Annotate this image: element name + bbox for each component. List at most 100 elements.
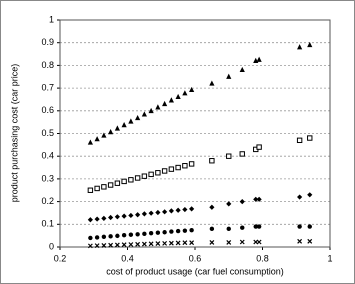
point [87,187,94,193]
point [168,208,174,214]
point [209,240,215,245]
y-tick-label: 0.7 [41,82,54,92]
point [256,144,262,150]
point [168,240,174,246]
point [108,129,114,135]
point [135,212,141,218]
point [161,168,168,174]
point [253,224,258,229]
point [239,66,245,73]
point [142,231,147,237]
point [121,213,127,219]
point [189,228,194,233]
point [175,228,181,234]
point [101,242,107,248]
point [240,225,245,230]
point [189,86,195,93]
point [101,234,107,239]
point [121,242,127,248]
point [162,100,168,107]
point [135,114,141,121]
point [182,206,188,213]
x-tick-label: 0.2 [54,253,67,263]
point [226,226,231,232]
point [162,230,167,235]
point [107,182,114,188]
point [94,185,100,192]
y-tick-label: 0.5 [41,128,54,138]
plot-area [59,19,331,248]
point [182,163,188,169]
point [182,228,188,233]
point [307,238,313,244]
point [226,153,232,159]
point [101,132,107,138]
point [297,44,303,50]
point [168,97,174,103]
point [108,234,113,239]
point [209,204,215,210]
point [121,232,127,238]
point [253,196,259,202]
point [87,243,93,249]
y-tick-label: 1 [49,14,54,24]
point [155,170,161,176]
y-tick-label: 0.4 [41,151,54,161]
point [148,210,154,216]
point [226,201,232,207]
point [141,173,148,179]
point [209,80,215,86]
x-tick-label: 0.4 [121,253,134,263]
y-tick-label: 0.1 [41,219,54,229]
point [141,111,147,117]
point [128,242,134,247]
y-tick-label: 0.3 [41,173,54,183]
y-axis-label: product purchasing cost (car price) [9,64,19,203]
point [239,199,245,205]
point [239,239,245,245]
point [209,158,215,164]
point [209,226,215,232]
point [239,151,245,157]
point [134,175,141,181]
point [128,118,134,124]
point [226,73,232,79]
point [182,240,188,246]
point [148,241,154,247]
point [94,243,100,249]
point [128,177,134,183]
point [175,240,181,246]
point [256,196,262,202]
point [87,139,93,145]
point [162,240,168,246]
point [121,178,127,185]
point [226,240,232,245]
point [297,238,303,244]
point [175,207,181,213]
x-tick-label: 0.8 [256,253,269,263]
point [188,161,195,167]
point [256,224,262,229]
point [189,240,195,246]
point [115,233,120,239]
x-axis-label: cost of product usage (car fuel consumpt… [106,266,284,276]
point [296,137,303,144]
point [175,93,181,100]
point [88,235,93,241]
y-tick-label: 0.6 [41,105,54,115]
point [114,214,120,220]
point [307,41,313,48]
point [114,180,121,186]
point [148,230,154,236]
point [114,125,120,131]
y-tick-label: 0 [49,241,54,251]
point [87,217,93,223]
point [141,211,147,217]
point [155,104,161,110]
point [148,107,154,114]
point [94,216,100,222]
y-tick-label: 0.8 [41,60,54,70]
point [168,166,175,172]
point [128,232,134,237]
